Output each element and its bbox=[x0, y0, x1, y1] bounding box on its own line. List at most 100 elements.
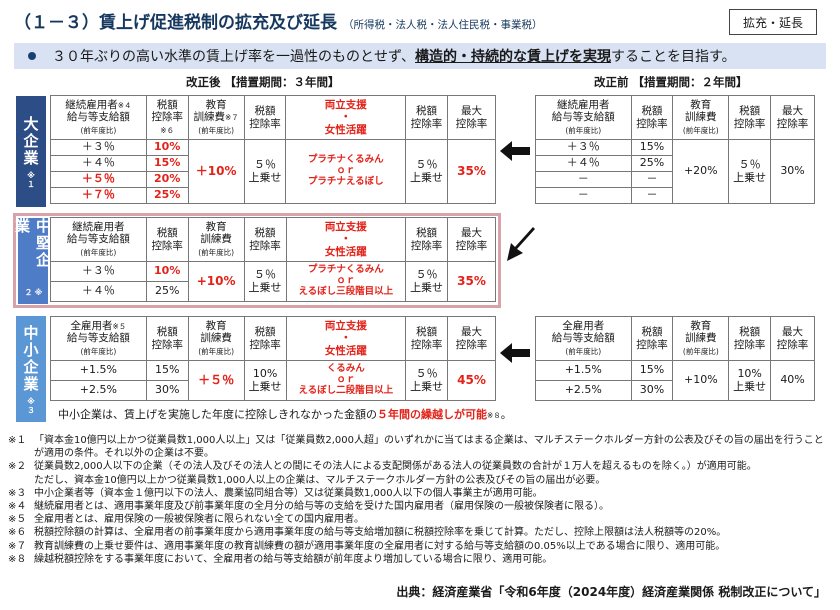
arrow-left-icon bbox=[500, 343, 530, 363]
edu-cell: +20% bbox=[672, 139, 730, 204]
footnote-line: ただし、資本金10億円以上かつ従業員数1,000人以上の企業は、マルチステークホ… bbox=[8, 474, 824, 487]
status-badge: 拡充・延長 bbox=[729, 9, 817, 35]
footnote-line: ※５ 全雇用者とは、雇用保険の一般被保険者に限られない全ての国内雇用者。 bbox=[8, 513, 824, 526]
footnote-key bbox=[8, 447, 34, 460]
bullet-icon bbox=[28, 52, 36, 60]
footnote-key: ※４ bbox=[8, 501, 27, 513]
max-cell: 35% bbox=[447, 139, 496, 204]
footnote-text: 「資本金10億円以上かつ従業員数1,000人以上」又は「従業員数2,000人超」… bbox=[34, 435, 824, 446]
max-cell: 45% bbox=[447, 360, 496, 401]
title-sub: （所得税・法人税・法人住民税・事業税） bbox=[343, 19, 543, 31]
edu-cell: +10% bbox=[187, 261, 245, 302]
hdr-max: 最大 控除率 bbox=[770, 95, 815, 140]
hdr-wage: 継続雇用者 給与等支給額 (前年度比) bbox=[535, 95, 632, 140]
table-row: ＋３％ bbox=[50, 261, 147, 282]
rate-cell: 15% bbox=[630, 139, 674, 156]
rate-cell: 25% bbox=[145, 281, 189, 302]
footnote-text: が適用の条件。それ以外の企業は不要。 bbox=[34, 448, 214, 460]
hdr-ryoritsu: 両立支援・女性活躍 bbox=[285, 95, 407, 140]
hdr-edu: 教育 訓練費※７ (前年度比) bbox=[187, 95, 245, 140]
footnote-line: ※７ 教育訓練費の上乗せ要件は、適用事業年度の教育訓練費の額が適用事業年度の全雇用… bbox=[8, 540, 824, 553]
footnote-key: ※５ bbox=[8, 514, 27, 526]
banner-post: することを目指す。 bbox=[611, 49, 736, 65]
hdr-wage: 全雇用者 給与等支給額 (前年度比) bbox=[535, 316, 632, 361]
rate-cell: 20% bbox=[145, 171, 189, 188]
footnote-text: 継続雇用者とは、適用事業年度及び前事業年度の全月分の給与等の支給を受けた国内雇用… bbox=[34, 501, 609, 513]
table-row: +2.5% bbox=[535, 380, 632, 401]
hdr-credit: 税額 控除率 bbox=[145, 217, 189, 262]
hdr-wage: 全雇用者※５ 給与等支給額 (前年度比) bbox=[50, 316, 147, 361]
banner-emphasis: 構造的・持続的な賃上げを実現 bbox=[415, 49, 612, 65]
rate-cell: 10% bbox=[145, 261, 189, 282]
table-row: ＋３％ bbox=[535, 139, 632, 156]
sidebar-large-enterprise: 大企業 ※１ bbox=[16, 96, 46, 207]
carry-emphasis: ５年間の繰越しが可能 bbox=[377, 408, 487, 421]
footnote-line: ※３ 中小企業者等（資本金１億円以下の法人、農業協同組合等）又は従業員数1,000… bbox=[8, 487, 824, 500]
table-row: +2.5% bbox=[50, 380, 147, 401]
table-row: ＋４％ bbox=[535, 155, 632, 172]
large-note: ※１ bbox=[26, 170, 36, 188]
footnote-text: 教育訓練費の上乗せ要件は、適用事業年度の教育訓練費の額が適用事業年度の全雇用者に… bbox=[34, 540, 726, 552]
footnote-key: ※６ bbox=[8, 527, 27, 539]
carry-post: 。 bbox=[500, 408, 512, 421]
mid-highlight-frame bbox=[13, 213, 501, 308]
sidebar-small-enterprise: 中小企業 ※３ bbox=[16, 316, 46, 422]
hdr-credit: 税額 控除率 bbox=[145, 316, 189, 361]
ryoritsu-cell: プラチナくるみん ｏｒ えるぼし三段階目以上 bbox=[285, 261, 407, 302]
rate-cell: 30% bbox=[145, 380, 189, 401]
arrow-down-left-icon bbox=[507, 223, 535, 261]
footnote-line: ※１ 「資本金10億円以上かつ従業員数1,000人以上」又は「従業員数2,000人… bbox=[8, 434, 824, 447]
small-after-table: 全雇用者※５ 給与等支給額 (前年度比) 税額 控除率 教育 訓練費 (前年度比) 税額控… bbox=[50, 316, 496, 401]
mid-table: 継続雇用者 給与等支給額 (前年度比) 税額 控除率 教育 訓練費 (前年度比) 税額 控除… bbox=[50, 217, 496, 302]
ryoritsu-cell: プラチナくるみん ｏｒ プラチナえるぼし bbox=[285, 139, 407, 204]
footnote-key: ※８ bbox=[8, 553, 27, 565]
table-row: ＋４％ bbox=[50, 281, 147, 302]
hdr-credit-2: 税額 控除率 bbox=[243, 316, 287, 361]
hdr-edu: 教育 訓練費 (前年度比) bbox=[672, 316, 730, 361]
table-row: ＋５％ bbox=[50, 171, 147, 188]
max-cell: 30% bbox=[770, 139, 815, 204]
hdr-max: 最大 控除率 bbox=[447, 316, 496, 361]
large-after-table: 継続雇用者※４ 給与等支給額 (前年度比) 税額 控除率 ※６ 教育 訓練費※７ (前年度比… bbox=[50, 95, 496, 204]
hdr-ryoritsu: 両立支援・女性活躍 bbox=[285, 316, 407, 361]
table-row: +1.5% bbox=[50, 360, 147, 381]
hdr-credit-2: 税額 控除率 bbox=[728, 316, 772, 361]
footnote-key: ※２ bbox=[8, 461, 27, 473]
add-cell-2: ５％ 上乗せ bbox=[405, 139, 449, 204]
large-before-table: 継続雇用者 給与等支給額 (前年度比) 税額 控除率 教育 訓練費 (前年度比) 税額 控除… bbox=[535, 95, 815, 204]
edu-cell: ＋10% bbox=[187, 139, 245, 204]
arrow-left-icon bbox=[500, 141, 530, 161]
footnote-key bbox=[8, 474, 34, 487]
rate-cell: 25% bbox=[145, 187, 189, 204]
carry-pre: 中小企業は、賃上げを実施した年度に控除しきれなかった金額の bbox=[58, 408, 377, 421]
page-title: （１－３）賃上げ促進税制の拡充及び延長 （所得税・法人税・法人住民税・事業税） bbox=[14, 8, 543, 33]
table-row: ＋７％ bbox=[50, 187, 147, 204]
footnote-line: が適用の条件。それ以外の企業は不要。 bbox=[8, 447, 824, 460]
rate-cell: － bbox=[630, 187, 674, 204]
small-label: 中小企業 bbox=[21, 324, 40, 393]
before-heading: 改正前 【措置期間：２年間】 bbox=[594, 75, 748, 89]
title-text: （１－３）賃上げ促進税制の拡充及び延長 bbox=[14, 13, 337, 33]
footnote-key: ※７ bbox=[8, 540, 27, 552]
hdr-wage: 継続雇用者 給与等支給額 (前年度比) bbox=[50, 217, 147, 262]
mid-label: 中堅企業 bbox=[13, 218, 52, 269]
table-row: － bbox=[535, 187, 632, 204]
add-cell-2: ５％ 上乗せ bbox=[405, 360, 449, 401]
footnote-text: 中小企業者等（資本金１億円以下の法人、農業協同組合等）又は従業員数1,000人以… bbox=[34, 487, 543, 499]
footnote-text: 従業員数2,000人以下の企業（その法人及びその法人との間にその法人による支配関… bbox=[34, 461, 757, 473]
sidebar-mid-enterprise: 中堅企業 ※２ bbox=[13, 218, 52, 304]
hdr-credit-3: 税額 控除率 bbox=[405, 217, 449, 262]
ryoritsu-cell: くるみん ｏｒ えるぼし二段階目以上 bbox=[285, 360, 407, 401]
rate-cell: 10% bbox=[145, 139, 189, 156]
source-citation: 出典：経済産業省「令和6年度（2024年度）経済産業関係 税制改正について」 bbox=[396, 585, 826, 599]
footnote-line: ※８ 繰越税額控除をする事業年度において、全雇用者の給与等支給額が前年度より増加し… bbox=[8, 553, 824, 566]
add-cell: 10% 上乗せ bbox=[243, 360, 287, 401]
rate-cell: 15% bbox=[145, 360, 189, 381]
footnote-line: ※２ 従業員数2,000人以下の企業（その法人及びその法人との間にその法人による支… bbox=[8, 460, 824, 473]
footnote-text: 全雇用者とは、雇用保険の一般被保険者に限られない全ての国内雇用者。 bbox=[34, 514, 364, 526]
hdr-edu: 教育 訓練費 (前年度比) bbox=[187, 217, 245, 262]
footnote-line: ※４ 継続雇用者とは、適用事業年度及び前事業年度の全月分の給与等の支給を受けた国内… bbox=[8, 500, 824, 513]
add-cell: ５％ 上乗せ bbox=[728, 139, 772, 204]
footnote-text: 税額控除額の計算は、全雇用者の前事業年度から適用事業年度の給与等支給増加額に税額… bbox=[34, 527, 727, 539]
hdr-credit-3: 税額 控除率 bbox=[405, 95, 449, 140]
